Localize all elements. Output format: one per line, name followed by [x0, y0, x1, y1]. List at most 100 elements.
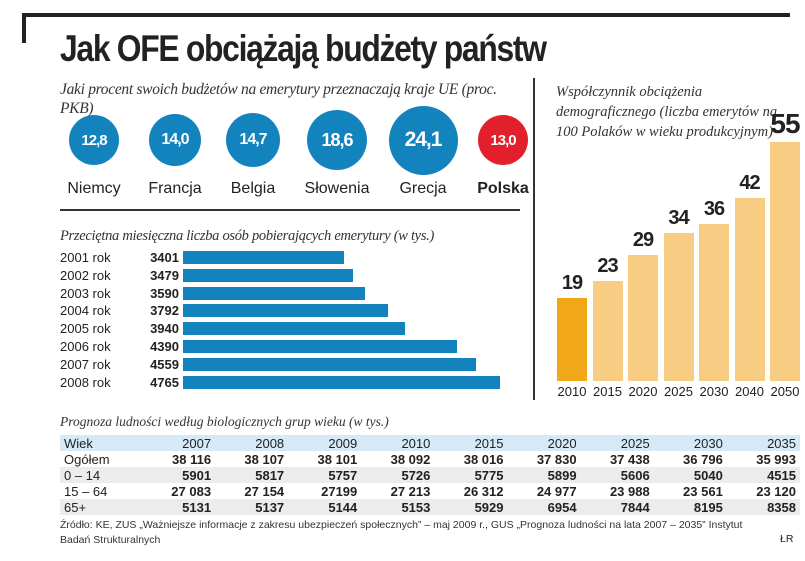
header-cell: 2035 — [726, 435, 800, 451]
table-row: Ogółem 38 116 38 107 38 101 38 092 38 016 37 8… — [60, 451, 800, 467]
table-cell: 0 – 14 — [60, 467, 142, 483]
bubble-5: 13,0 — [478, 115, 528, 165]
header-cell: 2007 — [141, 435, 216, 451]
table-cell: 38 107 — [244, 451, 285, 467]
bubble-label: Belgia — [230, 180, 276, 197]
year-label: 2020 — [628, 384, 658, 399]
table-cell: 5901 — [141, 467, 216, 483]
bar-6 — [770, 141, 800, 381]
year-label: 2003 rok — [60, 285, 111, 301]
table-cell: 38 116 — [172, 451, 212, 467]
bar-1 — [592, 280, 623, 381]
source-note: Źródło: KE, ZUS „Ważniejsze informacje z… — [60, 519, 743, 546]
population-table: Wiek 2007 2008 2009 2010 2015 2020 2025 2030 2035… — [60, 435, 800, 515]
year-label: 2010 — [557, 384, 587, 399]
bubble-3: 18,6 — [307, 110, 367, 170]
bar-6 — [183, 357, 477, 371]
bar-1 — [183, 268, 353, 282]
value-label: 3479 — [150, 267, 179, 283]
value-label: 19 — [561, 272, 583, 295]
table-cell: 15 – 64 — [64, 483, 108, 499]
table-cell: 5153 — [361, 499, 435, 515]
table-cell: 5817 — [215, 467, 289, 483]
table-title: Prognoza ludności według biologicznych g… — [60, 414, 389, 429]
table-cell: 5144 — [288, 499, 362, 515]
bubble-label: Polska — [477, 180, 529, 197]
author-initials: ŁR — [780, 533, 794, 545]
value-label: 23 — [597, 254, 618, 277]
table-cell: 37 438 — [609, 451, 650, 467]
year-label: 2006 rok — [60, 339, 111, 354]
table-cell: 38 092 — [390, 451, 431, 467]
column-divider — [533, 78, 535, 400]
table-header: Wiek 2007 2008 2009 2010 2015 2020 2025 2030 2035 — [60, 435, 800, 451]
table-cell: 38 101 — [317, 451, 358, 467]
bar-3 — [663, 233, 694, 381]
table-cell: 23 988 — [609, 483, 650, 499]
left-rule — [22, 13, 26, 43]
value-label: 55 — [770, 107, 800, 139]
table-cell: 8358 — [726, 499, 800, 515]
table-cell: 5137 — [215, 499, 289, 515]
bar-4 — [699, 224, 729, 381]
bar-2 — [183, 286, 366, 300]
header-cell: 2010 — [361, 435, 435, 451]
bar-3 — [183, 304, 389, 318]
value-label: 34 — [668, 207, 689, 230]
header-cell: 2025 — [580, 435, 654, 451]
value-label: 42 — [739, 172, 760, 195]
table-cell: 38 016 — [463, 451, 504, 467]
table-cell: 5929 — [434, 499, 508, 515]
table-cell: 5775 — [434, 467, 508, 483]
bar-7 — [183, 375, 500, 389]
table-row: 15 – 64 27 083 27 154 27199 27 213 26 312 24 9… — [60, 483, 800, 499]
table-cell: 5606 — [580, 467, 654, 483]
bar-0 — [183, 251, 344, 264]
value-label: 3792 — [150, 303, 179, 319]
table-cell: 27199 — [321, 483, 358, 499]
value-label: 3401 — [150, 250, 179, 265]
bubble-label: Grecja — [399, 180, 447, 197]
vbar-chart-title: Współczynnik obciążenia demograficznego … — [556, 84, 778, 140]
year-label: 2007 rok — [60, 356, 111, 372]
bar-4 — [183, 322, 406, 336]
table-cell: 5131 — [141, 499, 216, 515]
table-cell: 65+ — [60, 499, 142, 515]
table-cell: 35 993 — [756, 451, 796, 467]
value-label: 29 — [632, 228, 654, 251]
hbar-chart-title: Przeciętna miesięczna liczba osób pobier… — [60, 228, 435, 244]
table-cell: 5040 — [653, 467, 727, 483]
year-label: 2005 rok — [60, 321, 111, 337]
bubble-2: 14,7 — [226, 113, 280, 167]
table-row: 0 – 14 5901 5817 5757 5726 5775 5899 5606 5040 45… — [60, 467, 800, 483]
year-label: 2002 rok — [60, 267, 111, 283]
table-cell: 8195 — [653, 499, 727, 515]
year-label: 2008 rok — [60, 374, 111, 390]
bar-5 — [734, 198, 765, 381]
table-cell: 27 083 — [171, 483, 212, 499]
year-label: 2050 — [770, 384, 800, 399]
table-cell: 24 977 — [536, 483, 577, 499]
year-label: 2001 rok — [60, 250, 111, 265]
table-row: 65+ 5131 5137 5144 5153 5929 6954 7844 8195 8358 — [60, 499, 800, 515]
value-label: 3940 — [150, 321, 179, 337]
header-cell: Wiek — [60, 435, 142, 451]
table-cell: 23 561 — [683, 483, 723, 499]
table-cell: 5726 — [361, 467, 435, 483]
table-cell: 36 796 — [683, 451, 723, 467]
table-cell: 37 830 — [536, 451, 577, 467]
year-label: 2015 — [593, 384, 622, 399]
header-cell: 2020 — [507, 435, 581, 451]
table-cell: 7844 — [580, 499, 654, 515]
table-cell: 26 312 — [463, 483, 504, 499]
divider — [60, 209, 520, 211]
top-rule — [22, 13, 790, 17]
header-cell: 2030 — [653, 435, 727, 451]
header-cell: 2009 — [288, 435, 362, 451]
header-cell: 2015 — [434, 435, 508, 451]
table-cell: 6954 — [507, 499, 581, 515]
bubble-0: 12,8 — [69, 115, 119, 165]
year-label: 2030 — [699, 384, 729, 399]
value-label: 4390 — [150, 339, 179, 354]
bubble-1: 14,0 — [149, 114, 201, 166]
